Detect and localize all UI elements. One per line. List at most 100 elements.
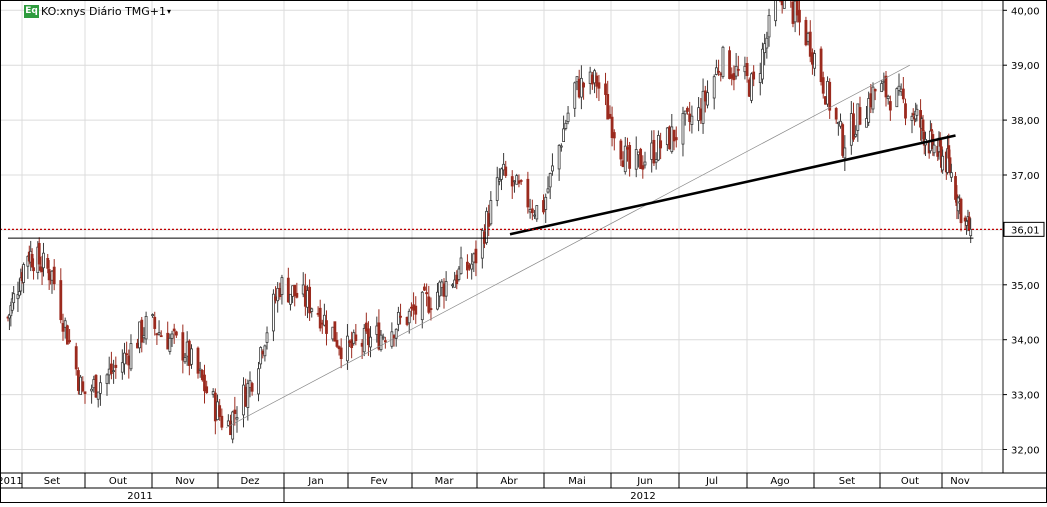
candle xyxy=(515,173,519,185)
candle-body xyxy=(198,368,202,371)
candle xyxy=(871,82,875,114)
candle-body xyxy=(947,145,951,159)
candle xyxy=(90,384,93,404)
candle-body xyxy=(551,165,554,172)
chart-header[interactable]: Eq KO:xnys Diário TMG+1 ▾ xyxy=(24,3,171,19)
candle xyxy=(628,141,632,177)
candle xyxy=(250,381,254,396)
candle xyxy=(459,246,463,275)
candle xyxy=(895,87,899,108)
candle-body xyxy=(736,68,740,71)
candle xyxy=(745,56,749,83)
candle xyxy=(280,274,284,305)
candle-body xyxy=(904,103,907,119)
candle-body xyxy=(364,322,368,332)
candle xyxy=(170,330,174,347)
candle xyxy=(438,280,442,308)
candle-body xyxy=(665,127,669,146)
candle-body xyxy=(780,0,784,6)
candle xyxy=(168,333,172,355)
candle xyxy=(808,20,812,63)
candle-body xyxy=(732,73,736,81)
candle-body xyxy=(185,341,189,357)
candle xyxy=(59,268,63,324)
candle-body xyxy=(451,284,454,287)
candle-body xyxy=(856,103,860,131)
candle-body xyxy=(383,340,387,343)
candle xyxy=(551,153,554,176)
candle-body xyxy=(112,370,115,373)
candle-body xyxy=(752,71,756,80)
candle xyxy=(94,374,98,399)
candle-body xyxy=(301,284,305,295)
candle xyxy=(480,227,484,269)
candle-body xyxy=(42,252,45,269)
candle-body xyxy=(670,126,674,153)
candle-body xyxy=(921,119,925,131)
candle xyxy=(774,0,778,27)
y-tick-label: 38,00 xyxy=(1011,116,1040,127)
candle-body xyxy=(61,323,65,332)
candle xyxy=(81,376,85,393)
candle-body xyxy=(114,364,118,368)
chevron-down-icon[interactable]: ▾ xyxy=(167,6,172,16)
candle xyxy=(425,283,429,307)
candle-body xyxy=(105,374,109,384)
candle xyxy=(765,31,769,59)
candle-body xyxy=(969,228,973,237)
candle-body xyxy=(884,75,888,98)
candle xyxy=(582,81,585,100)
candle xyxy=(172,323,176,344)
candle-body xyxy=(295,292,299,298)
candle-body xyxy=(747,79,751,97)
candle-body xyxy=(882,80,886,83)
candle-body xyxy=(127,355,131,366)
candle-body xyxy=(548,173,552,188)
candle xyxy=(732,65,736,91)
candle-body xyxy=(639,148,643,169)
candle-body xyxy=(310,308,314,312)
candle xyxy=(427,285,431,315)
candle-body xyxy=(242,384,245,416)
x-month-label: Fev xyxy=(370,476,387,487)
candle xyxy=(310,307,314,318)
candle-body xyxy=(717,70,720,73)
candle-body xyxy=(19,277,23,292)
candle-body xyxy=(782,0,786,9)
candle xyxy=(721,45,725,79)
candle-body xyxy=(183,357,187,363)
candle-body xyxy=(654,159,658,163)
candle-body xyxy=(40,267,44,273)
candle xyxy=(712,74,716,110)
candle-body xyxy=(151,314,154,317)
candle xyxy=(259,346,263,369)
candle xyxy=(910,112,914,134)
candle xyxy=(867,91,871,127)
candle xyxy=(886,94,890,105)
candle-body xyxy=(303,285,307,307)
candle-body xyxy=(513,180,516,183)
candle-body xyxy=(181,332,185,361)
candle-body xyxy=(641,165,645,170)
candle-body xyxy=(657,135,660,161)
candle-body xyxy=(612,132,616,139)
candle xyxy=(750,72,753,104)
candle xyxy=(74,342,78,376)
candle-body xyxy=(869,93,873,108)
candle-body xyxy=(823,96,827,105)
candle-body xyxy=(272,293,275,332)
candle xyxy=(634,136,638,178)
y-tick-label: 39,00 xyxy=(1011,61,1040,72)
equity-badge: Eq xyxy=(24,4,39,18)
candle-body xyxy=(528,209,532,213)
candle xyxy=(566,106,570,125)
candle-body xyxy=(804,19,808,46)
candle xyxy=(379,329,383,352)
candle xyxy=(42,242,45,277)
y-tick-label: 34,00 xyxy=(1011,336,1040,347)
candle-body xyxy=(470,263,474,270)
candle xyxy=(257,361,260,402)
candle-body xyxy=(187,340,191,366)
